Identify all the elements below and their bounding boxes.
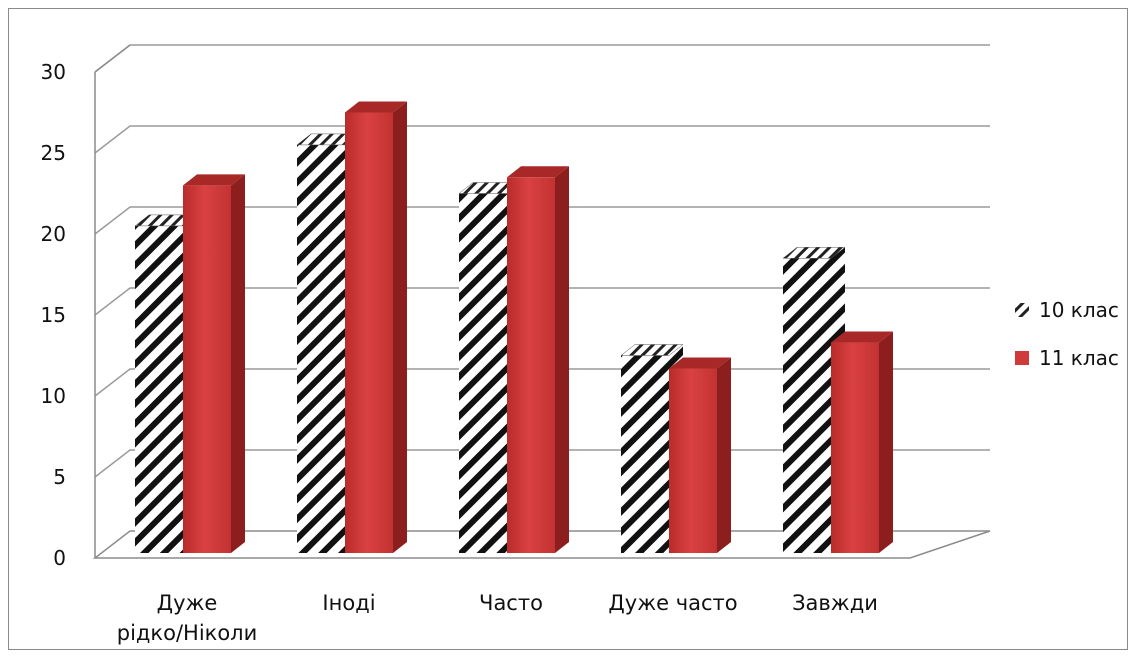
- bar-top: [620, 344, 684, 356]
- legend-label: 10 клас: [1039, 298, 1119, 322]
- bar-front: [507, 177, 555, 554]
- x-category-label: Завжди: [792, 591, 878, 615]
- gridline: [94, 44, 990, 73]
- y-tick-label: 5: [53, 465, 66, 489]
- y-tick-label: 10: [41, 384, 66, 408]
- side-wall-top-edge: [94, 44, 131, 73]
- bar-top: [345, 101, 407, 113]
- bar-11-klas: [507, 166, 569, 554]
- labels-layer: 0 5 10 15 20 25 30 Дуже рідко/Ніколи Іноді Часто Ду…: [41, 60, 878, 645]
- bar-side: [879, 331, 893, 553]
- bar-front: [621, 355, 669, 553]
- x-category-label: Дуже рідко/Ніколи: [117, 591, 258, 645]
- bar-11-klas: [669, 357, 731, 553]
- x-category-label: Іноді: [322, 591, 375, 615]
- bar-front: [183, 185, 231, 553]
- bar-top: [183, 174, 245, 186]
- legend-item: 11 клас: [1015, 346, 1119, 370]
- legend: 10 клас 11 клас: [1015, 298, 1119, 370]
- bar-top: [831, 331, 893, 343]
- bar-top: [669, 357, 731, 369]
- legend-swatch: [1015, 303, 1029, 317]
- bar-front: [783, 258, 831, 553]
- y-tick-label: 20: [41, 222, 66, 246]
- legend-label: 11 клас: [1039, 346, 1119, 370]
- y-tick-label: 0: [53, 546, 66, 570]
- bar-side: [555, 166, 569, 554]
- y-tick-label: 15: [41, 303, 66, 327]
- bar-front: [135, 225, 183, 553]
- bar-11-klas: [345, 101, 407, 553]
- x-category-label: Часто: [479, 591, 543, 615]
- bar-top: [507, 166, 569, 178]
- gridline: [94, 287, 990, 316]
- bar-front: [345, 112, 393, 553]
- x-category-label: Дуже часто: [608, 591, 737, 615]
- bar-front: [459, 193, 507, 553]
- legend-swatch: [1015, 351, 1029, 365]
- y-tick-label: 30: [41, 60, 66, 84]
- bar-front: [831, 342, 879, 553]
- bar-side: [393, 101, 407, 553]
- bar-front: [297, 144, 345, 553]
- bars-layer: [134, 101, 893, 554]
- bar-front: [669, 368, 717, 553]
- bar-11-klas: [831, 331, 893, 553]
- legend-item: 10 клас: [1015, 298, 1119, 322]
- bar-side: [231, 174, 245, 553]
- bar-11-klas: [183, 174, 245, 553]
- y-tick-label: 25: [41, 141, 66, 165]
- bar-side: [717, 357, 731, 553]
- gridline: [94, 125, 990, 154]
- gridline: [94, 206, 990, 235]
- bar-top: [782, 247, 846, 259]
